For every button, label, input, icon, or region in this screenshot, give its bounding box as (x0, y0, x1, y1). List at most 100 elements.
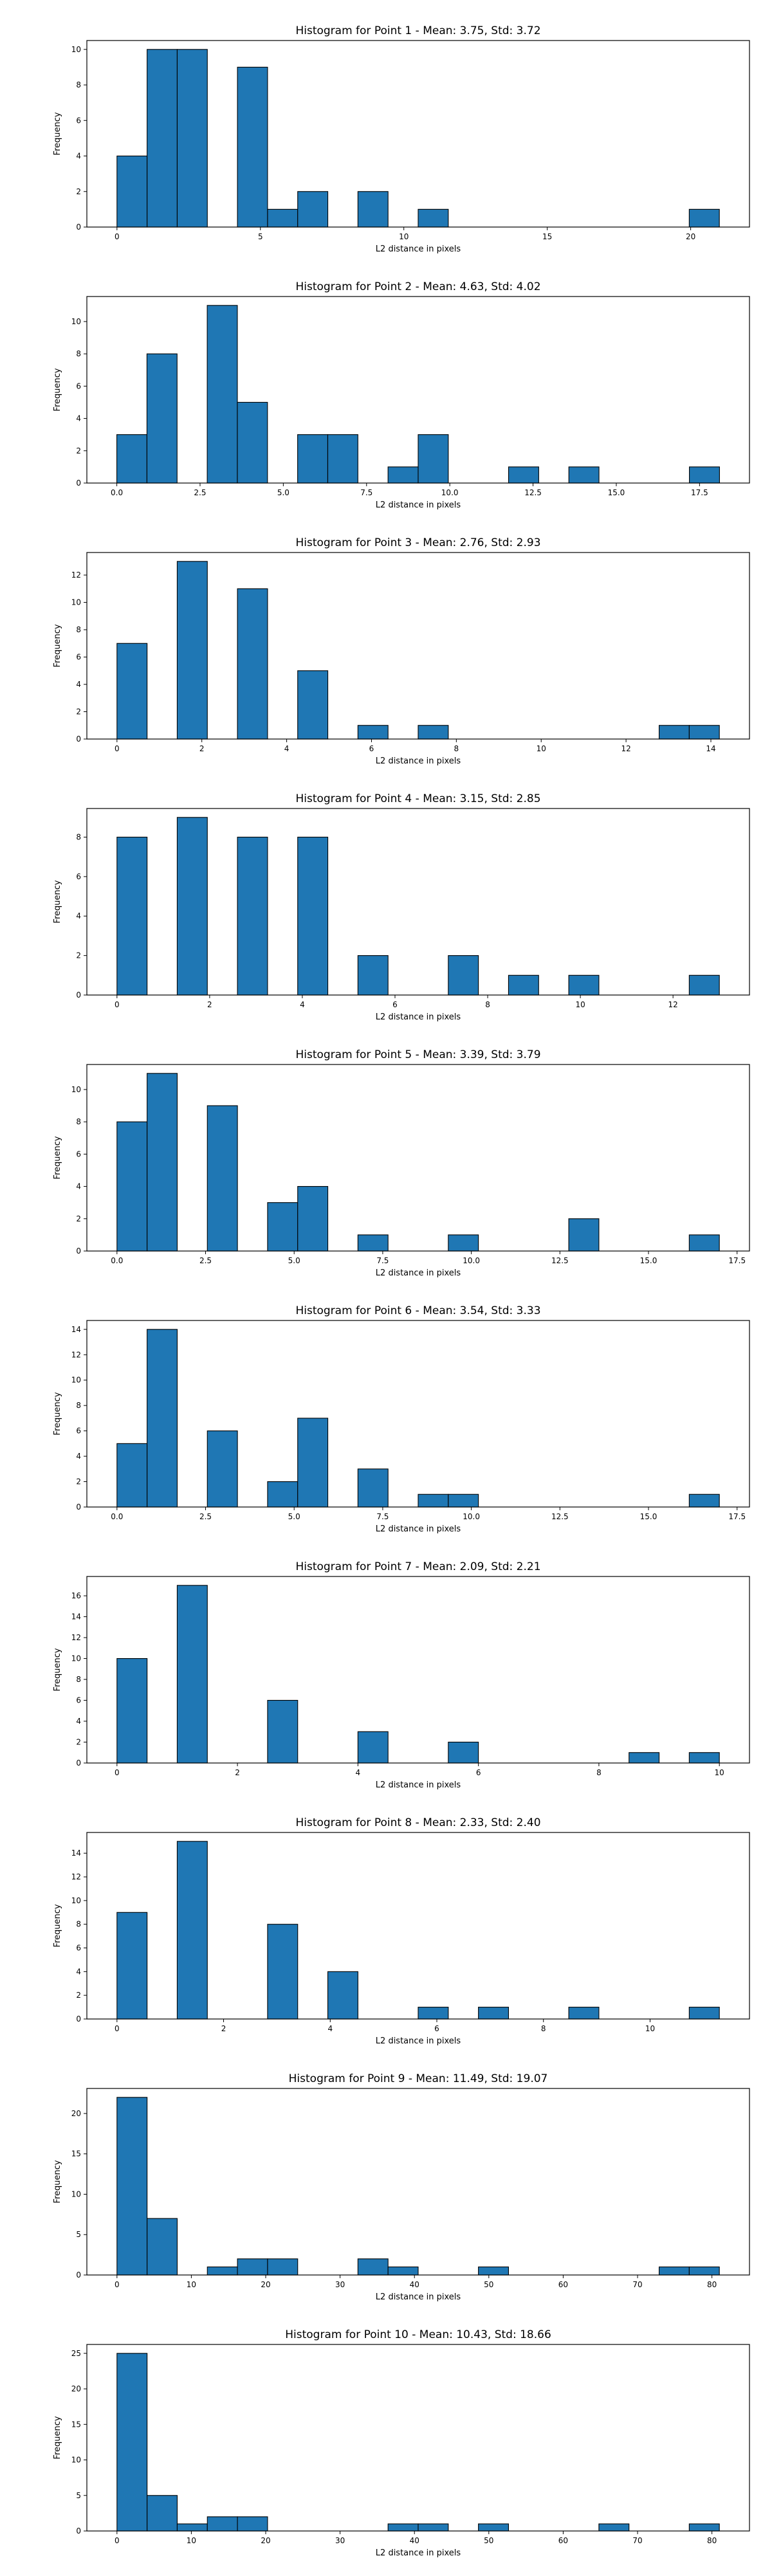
histogram-bar (297, 670, 329, 740)
x-tick-label: 0 (115, 744, 120, 753)
histogram-bar (176, 817, 208, 996)
x-tick-label: 5 (258, 232, 263, 241)
y-tick-label: 4 (76, 680, 81, 689)
histogram-bar (116, 2097, 148, 2276)
x-tick-label: 5.0 (288, 1512, 300, 1521)
y-tick-label: 12 (71, 1350, 81, 1359)
histogram-bar (176, 561, 208, 740)
histogram-bar (387, 2266, 419, 2276)
histogram-bar (267, 208, 299, 228)
x-tick-label: 6 (392, 1000, 398, 1009)
y-tick-label: 20 (71, 2109, 81, 2118)
histogram-bar (478, 2007, 510, 2020)
y-tick-label: 15 (71, 2420, 81, 2429)
histogram-bar (448, 1741, 479, 1764)
histogram-panel: Histogram for Point 6 - Mean: 3.54, Std:… (53, 1304, 750, 1534)
x-tick-label: 0.0 (111, 1256, 123, 1265)
x-tick-label: 2.5 (194, 488, 206, 497)
x-tick-label: 2.5 (199, 1512, 212, 1521)
y-tick-label: 8 (76, 625, 81, 634)
histogram-bar (688, 2007, 720, 2020)
histogram-bar (418, 2007, 449, 2020)
x-tick-label: 70 (632, 2280, 642, 2289)
histogram-bar (116, 1443, 148, 1508)
axes-frame (86, 1320, 750, 1508)
y-tick-label: 14 (71, 1849, 81, 1858)
histogram-bar (267, 1699, 299, 1764)
chart-title: Histogram for Point 3 - Mean: 2.76, Std:… (295, 536, 540, 549)
histogram-bar (237, 401, 268, 484)
y-tick-label: 6 (76, 653, 81, 662)
histogram-panel: Histogram for Point 4 - Mean: 3.15, Std:… (53, 792, 750, 1022)
x-tick-label: 15 (542, 232, 552, 241)
histogram-bar (297, 1186, 329, 1252)
x-axis-label: L2 distance in pixels (376, 2292, 461, 2302)
x-tick-label: 4 (300, 1000, 305, 1009)
histogram-bar (297, 434, 329, 484)
histogram-bar (689, 466, 720, 484)
y-tick-label: 10 (71, 45, 81, 54)
x-tick-label: 2 (199, 744, 205, 753)
x-tick-label: 12.5 (551, 1256, 569, 1265)
y-tick-label: 0 (76, 1503, 81, 1512)
histogram-panel: Histogram for Point 5 - Mean: 3.39, Std:… (53, 1048, 750, 1278)
x-tick-label: 0 (115, 1000, 120, 1009)
chart-title: Histogram for Point 4 - Mean: 3.15, Std:… (295, 792, 540, 805)
y-tick-label: 10 (71, 598, 81, 607)
x-tick-label: 12.5 (524, 488, 542, 497)
y-tick-label: 2 (76, 951, 81, 960)
x-tick-label: 2 (207, 1000, 212, 1009)
histogram-bar (418, 1494, 449, 1508)
histogram-bar (297, 836, 329, 996)
histogram-bar (418, 725, 449, 740)
histogram-bar (237, 66, 268, 228)
y-tick-label: 8 (76, 1117, 81, 1126)
y-tick-label: 6 (76, 1427, 81, 1436)
y-tick-label: 12 (71, 571, 81, 580)
histogram-bar (176, 1585, 208, 1764)
y-tick-label: 20 (71, 2384, 81, 2393)
x-tick-label: 6 (369, 744, 374, 753)
y-axis-label: Frequency (53, 1648, 62, 1691)
axes-frame (86, 552, 750, 740)
histogram-bar (116, 434, 147, 484)
y-axis-label: Frequency (53, 880, 62, 923)
x-tick-label: 0 (115, 232, 120, 241)
chart-title: Histogram for Point 1 - Mean: 3.75, Std:… (295, 24, 540, 37)
x-axis-label: L2 distance in pixels (376, 2548, 461, 2558)
y-tick-label: 0 (76, 2014, 81, 2023)
x-tick-label: 40 (410, 2280, 419, 2289)
histogram-bar (207, 2266, 238, 2276)
x-tick-label: 12 (668, 1000, 678, 1009)
x-tick-label: 10 (575, 1000, 585, 1009)
x-tick-label: 17.5 (728, 1512, 746, 1521)
histogram-bar (688, 2266, 720, 2276)
y-tick-label: 25 (71, 2349, 81, 2358)
histogram-bar (176, 2523, 208, 2532)
axes-frame (86, 296, 750, 484)
y-tick-label: 14 (71, 1325, 81, 1334)
axes-frame (86, 808, 750, 996)
histogram-bar (448, 1234, 479, 1252)
y-tick-label: 2 (76, 1738, 81, 1747)
x-tick-label: 15.0 (608, 488, 625, 497)
histogram-bar (688, 1494, 720, 1508)
y-tick-label: 2 (76, 708, 81, 717)
x-tick-label: 8 (485, 1000, 490, 1009)
histogram-bar (237, 2516, 268, 2532)
histogram-bar (688, 974, 720, 996)
chart-title: Histogram for Point 9 - Mean: 11.49, Std… (289, 2072, 548, 2085)
histogram-panel: Histogram for Point 3 - Mean: 2.76, Std:… (53, 536, 750, 766)
y-tick-label: 12 (71, 1872, 81, 1881)
x-tick-label: 5.0 (288, 1256, 300, 1265)
chart-title: Histogram for Point 5 - Mean: 3.39, Std:… (295, 1048, 540, 1061)
x-tick-label: 10 (715, 1768, 724, 1777)
histogram-bar (147, 1073, 178, 1252)
histogram-bar (267, 2258, 299, 2276)
histogram-panel: Histogram for Point 9 - Mean: 11.49, Std… (53, 2072, 750, 2302)
y-tick-label: 10 (71, 2456, 81, 2465)
x-tick-label: 2 (221, 2024, 226, 2033)
x-tick-label: 20 (261, 2280, 270, 2289)
histogram-bar (598, 2523, 630, 2532)
